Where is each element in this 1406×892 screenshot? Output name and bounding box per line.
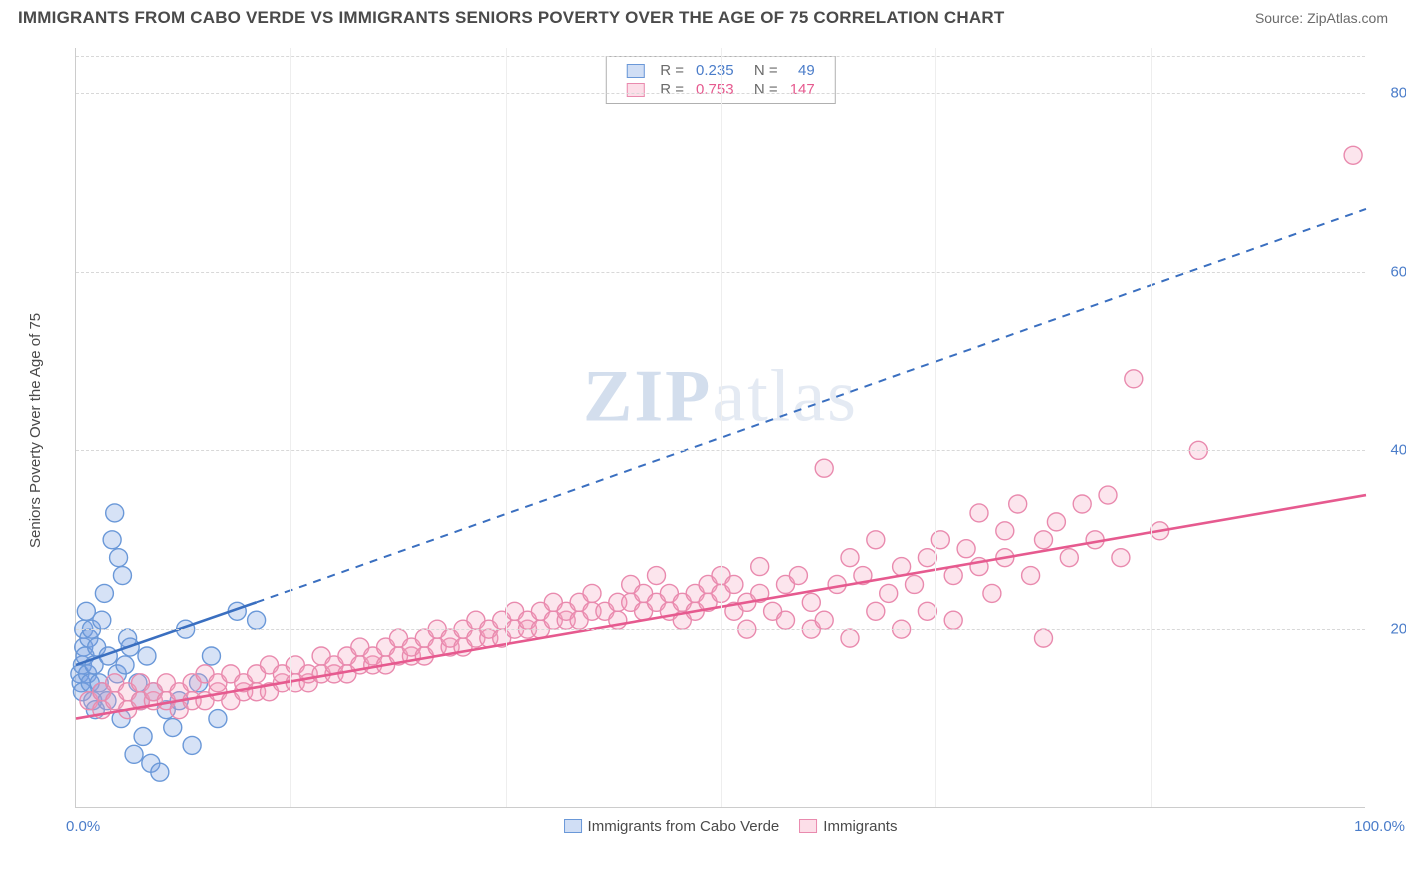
- legend-swatch: [564, 819, 582, 833]
- data-point: [957, 540, 975, 558]
- x-tick-max: 100.0%: [1354, 818, 1405, 835]
- legend-n-value: 49: [784, 61, 821, 80]
- data-point: [777, 611, 795, 629]
- data-point: [248, 611, 266, 629]
- data-point: [1344, 146, 1362, 164]
- legend-r-value: 0.753: [690, 80, 740, 99]
- x-tick-min: 0.0%: [66, 818, 100, 835]
- data-point: [138, 647, 156, 665]
- y-tick-label: 20.0%: [1390, 621, 1406, 638]
- data-point: [116, 656, 134, 674]
- data-point: [1047, 513, 1065, 531]
- data-point: [125, 745, 143, 763]
- data-point: [815, 611, 833, 629]
- data-point: [789, 567, 807, 585]
- y-axis-label: Seniors Poverty Over the Age of 75: [27, 313, 44, 548]
- data-point: [841, 549, 859, 567]
- data-point: [918, 602, 936, 620]
- data-point: [93, 611, 111, 629]
- data-point: [110, 549, 128, 567]
- data-point: [751, 558, 769, 576]
- data-point: [1060, 549, 1078, 567]
- data-point: [95, 584, 113, 602]
- legend-r-label: R =: [654, 80, 690, 99]
- data-point: [893, 558, 911, 576]
- chart-title: IMMIGRANTS FROM CABO VERDE VS IMMIGRANTS…: [18, 8, 1004, 28]
- plot-area: ZIPatlas R =0.235 N =49R =0.753 N =147 0…: [75, 48, 1365, 808]
- trend-line-extrap: [257, 209, 1366, 602]
- data-point: [183, 736, 201, 754]
- legend-swatch: [626, 64, 644, 78]
- gridline-v: [721, 48, 722, 807]
- legend-series-label: Immigrants from Cabo Verde: [588, 818, 780, 835]
- data-point: [944, 611, 962, 629]
- data-point: [648, 567, 666, 585]
- data-point: [983, 584, 1001, 602]
- data-point: [1009, 495, 1027, 513]
- data-point: [970, 504, 988, 522]
- data-point: [1035, 531, 1053, 549]
- data-point: [725, 575, 743, 593]
- legend-n-value: 147: [784, 80, 821, 99]
- data-point: [106, 504, 124, 522]
- data-point: [164, 719, 182, 737]
- data-point: [583, 584, 601, 602]
- source-label: Source: ZipAtlas.com: [1255, 10, 1388, 26]
- data-point: [880, 584, 898, 602]
- legend-n-label: N =: [740, 61, 784, 80]
- data-point: [802, 593, 820, 611]
- data-point: [134, 727, 152, 745]
- data-point: [867, 602, 885, 620]
- y-tick-label: 60.0%: [1390, 263, 1406, 280]
- data-point: [209, 710, 227, 728]
- data-point: [867, 531, 885, 549]
- data-point: [1112, 549, 1130, 567]
- gridline-v: [290, 48, 291, 807]
- gridline-v: [1151, 48, 1152, 807]
- legend-r-label: R =: [654, 61, 690, 80]
- data-point: [815, 459, 833, 477]
- data-point: [113, 567, 131, 585]
- legend-swatch: [799, 819, 817, 833]
- legend-swatch: [626, 83, 644, 97]
- y-tick-label: 80.0%: [1390, 84, 1406, 101]
- data-point: [1035, 629, 1053, 647]
- data-point: [1022, 567, 1040, 585]
- data-point: [1099, 486, 1117, 504]
- gridline-v: [506, 48, 507, 807]
- data-point: [1073, 495, 1091, 513]
- data-point: [944, 567, 962, 585]
- data-point: [996, 522, 1014, 540]
- legend-n-label: N =: [740, 80, 784, 99]
- data-point: [841, 629, 859, 647]
- data-point: [931, 531, 949, 549]
- data-point: [1125, 370, 1143, 388]
- gridline-v: [935, 48, 936, 807]
- data-point: [906, 575, 924, 593]
- legend-series-label: Immigrants: [823, 818, 897, 835]
- data-point: [918, 549, 936, 567]
- y-tick-label: 40.0%: [1390, 442, 1406, 459]
- data-point: [202, 647, 220, 665]
- chart-container: Seniors Poverty Over the Age of 75 ZIPat…: [55, 48, 1385, 838]
- data-point: [151, 763, 169, 781]
- x-legend: Immigrants from Cabo Verde Immigrants: [544, 818, 898, 835]
- data-point: [103, 531, 121, 549]
- legend-r-value: 0.235: [690, 61, 740, 80]
